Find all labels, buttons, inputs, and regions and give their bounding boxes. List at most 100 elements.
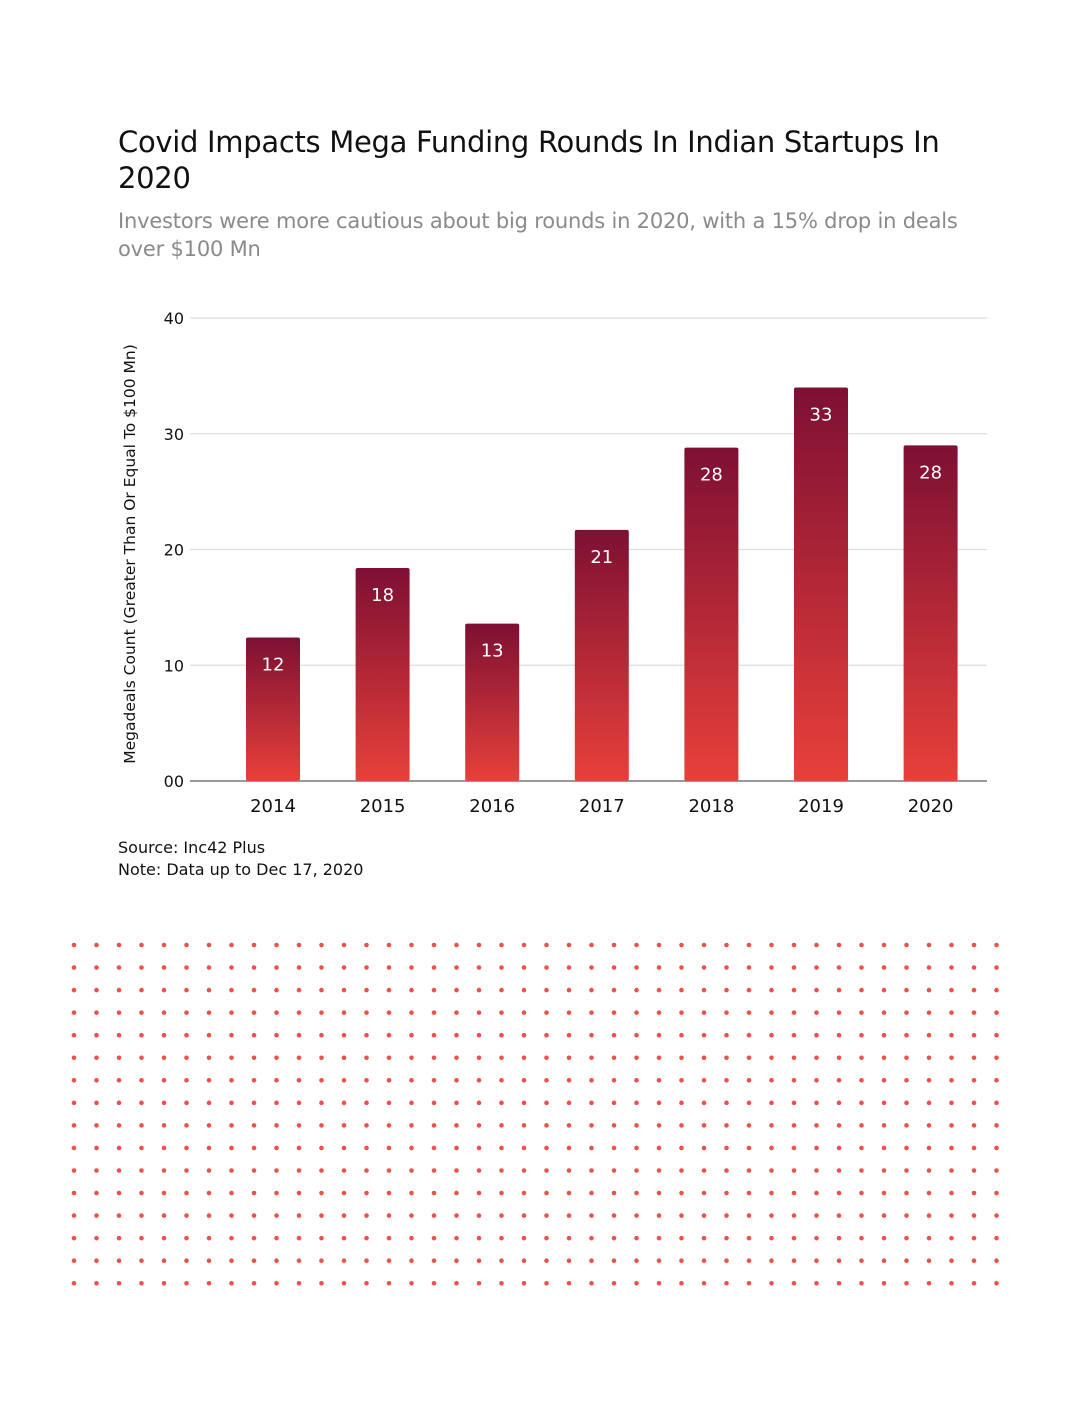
decorative-dot	[836, 1010, 842, 1015]
decorative-dot	[296, 1055, 302, 1061]
decorative-dot	[836, 1235, 842, 1241]
decorative-dot	[184, 1168, 189, 1173]
decorative-dot	[881, 1168, 887, 1173]
decorative-dot	[836, 1078, 842, 1083]
decorative-dot	[319, 1100, 324, 1106]
data-label-2019: 33	[810, 404, 833, 425]
decorative-dot	[814, 1258, 819, 1263]
decorative-dot	[904, 1190, 909, 1196]
x-tick-label: 2019	[798, 796, 844, 817]
decorative-dot	[116, 1123, 122, 1128]
decorative-dot	[476, 1235, 482, 1241]
decorative-dot	[94, 987, 99, 993]
decorative-dot	[634, 1213, 639, 1218]
decorative-dot	[409, 1123, 414, 1128]
decorative-dot	[589, 1078, 594, 1083]
decorative-dot	[139, 1235, 144, 1241]
decorative-dot	[71, 1078, 77, 1083]
decorative-dot	[746, 1010, 752, 1015]
decorative-dot	[881, 1258, 887, 1263]
decorative-dot	[656, 1190, 662, 1196]
decorative-dot	[814, 1235, 819, 1241]
decorative-dot	[206, 965, 212, 970]
decorative-dot	[364, 1100, 369, 1106]
decorative-dot	[229, 1145, 234, 1151]
decorative-dot	[724, 1145, 729, 1151]
decorative-dot	[791, 1168, 797, 1173]
decorative-dot	[634, 942, 639, 948]
decorative-dot	[836, 1168, 842, 1173]
x-tick-label: 2017	[579, 796, 625, 817]
x-tick-label: 2014	[250, 796, 296, 817]
decorative-dot	[364, 1010, 369, 1015]
decorative-dot	[94, 1055, 99, 1061]
decorative-dot	[971, 1168, 977, 1173]
decorative-dot	[589, 1100, 594, 1106]
decorative-dot	[229, 1078, 234, 1083]
decorative-dot	[229, 942, 234, 948]
decorative-dot	[319, 1235, 324, 1241]
decorative-dot	[656, 1213, 662, 1218]
decorative-dot	[634, 1123, 639, 1128]
decorative-dot	[769, 1168, 774, 1173]
decorative-dot	[116, 1280, 122, 1286]
decorative-dot	[611, 1258, 617, 1263]
decorative-dot	[341, 1280, 347, 1286]
decorative-dot	[769, 987, 774, 993]
decorative-dot	[116, 1190, 122, 1196]
decorative-dot	[409, 1258, 414, 1263]
decorative-dot	[454, 1258, 459, 1263]
decorative-dot	[859, 1213, 864, 1218]
decorative-dot	[206, 1078, 212, 1083]
decorative-dot	[994, 1280, 999, 1286]
decorative-dot	[296, 1145, 302, 1151]
decorative-dot	[161, 1055, 167, 1061]
decorative-dot	[184, 1123, 189, 1128]
decorative-dot	[769, 1123, 774, 1128]
decorative-dot	[521, 987, 527, 993]
decorative-dot	[476, 1190, 482, 1196]
decorative-dot	[746, 1032, 752, 1038]
decorative-dot	[971, 1100, 977, 1106]
decorative-dot	[364, 1258, 369, 1263]
decorative-dot	[319, 1055, 324, 1061]
decorative-dot	[634, 1235, 639, 1241]
decorative-dot	[296, 1100, 302, 1106]
decorative-dot	[949, 942, 954, 948]
decorative-dot	[544, 1145, 549, 1151]
decorative-dot	[71, 1258, 77, 1263]
decorative-dot	[544, 1100, 549, 1106]
decorative-dot	[949, 1010, 954, 1015]
decorative-dot	[521, 1258, 527, 1263]
decorative-dot	[949, 1078, 954, 1083]
decorative-dot	[589, 1213, 594, 1218]
decorative-dot	[409, 942, 414, 948]
decorative-dot	[161, 1168, 167, 1173]
decorative-dot	[454, 1190, 459, 1196]
x-axis-ticks: 2014 2015 2016 2017 2018 2019 2020	[250, 796, 953, 817]
decorative-dot	[206, 1123, 212, 1128]
decorative-dot	[161, 1100, 167, 1106]
decorative-dot	[364, 1145, 369, 1151]
decorative-dot	[769, 942, 774, 948]
decorative-dot	[296, 942, 302, 948]
decorative-dot	[499, 1123, 504, 1128]
bars	[246, 387, 958, 781]
decorative-dot	[611, 1055, 617, 1061]
decorative-dot	[116, 1032, 122, 1038]
decorative-dot	[904, 1258, 909, 1263]
decorative-dot	[904, 1010, 909, 1015]
decorative-dot	[724, 1100, 729, 1106]
decorative-dot	[116, 987, 122, 993]
decorative-dot	[386, 1280, 392, 1286]
decorative-dot	[161, 1145, 167, 1151]
decorative-dot	[319, 987, 324, 993]
decorative-dot	[791, 942, 797, 948]
decorative-dot	[544, 1168, 549, 1173]
decorative-dot	[679, 1078, 684, 1083]
decorative-dot	[769, 1190, 774, 1196]
decorative-dot	[971, 1032, 977, 1038]
decorative-dot-grid	[71, 942, 999, 1286]
decorative-dot	[544, 987, 549, 993]
